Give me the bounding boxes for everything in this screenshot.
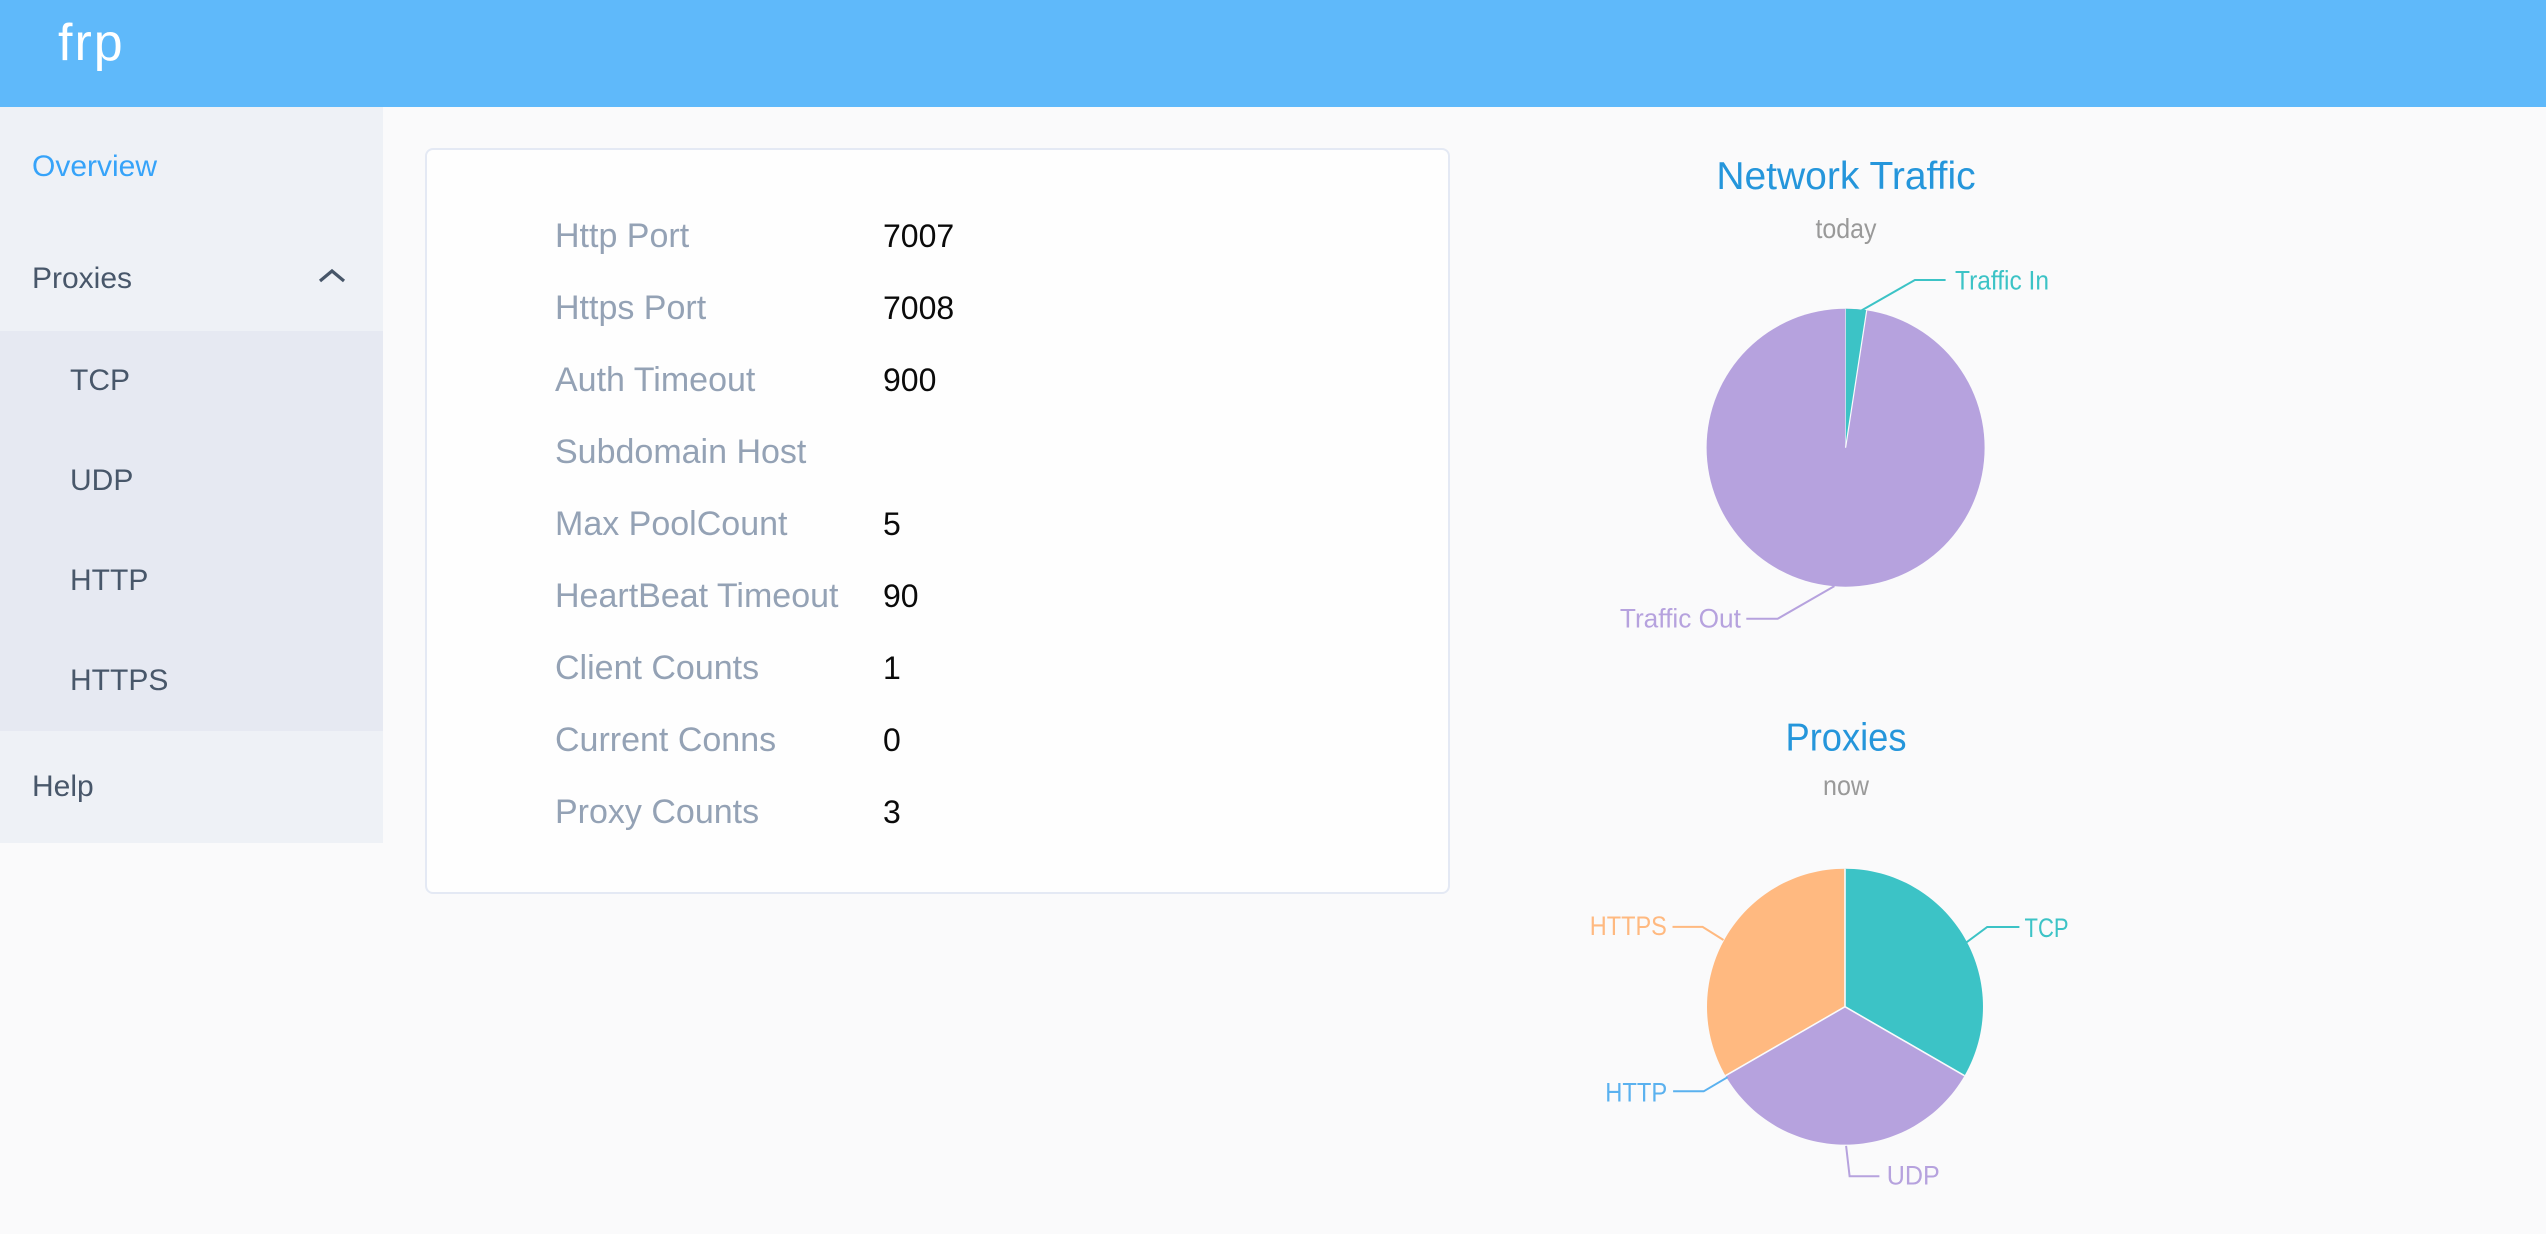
svg-text:UDP: UDP [1887,1160,1940,1190]
svg-text:Proxies: Proxies [1786,717,1907,760]
svg-text:HTTPS: HTTPS [1590,911,1667,941]
svg-text:HTTP: HTTP [1605,1078,1667,1108]
svg-text:Traffic In: Traffic In [1955,266,2049,296]
svg-text:today: today [1816,213,1877,244]
svg-text:TCP: TCP [2025,913,2069,943]
svg-text:Traffic Out: Traffic Out [1620,604,1741,634]
svg-text:Network Traffic: Network Traffic [1716,155,1975,198]
svg-text:now: now [1823,770,1870,801]
